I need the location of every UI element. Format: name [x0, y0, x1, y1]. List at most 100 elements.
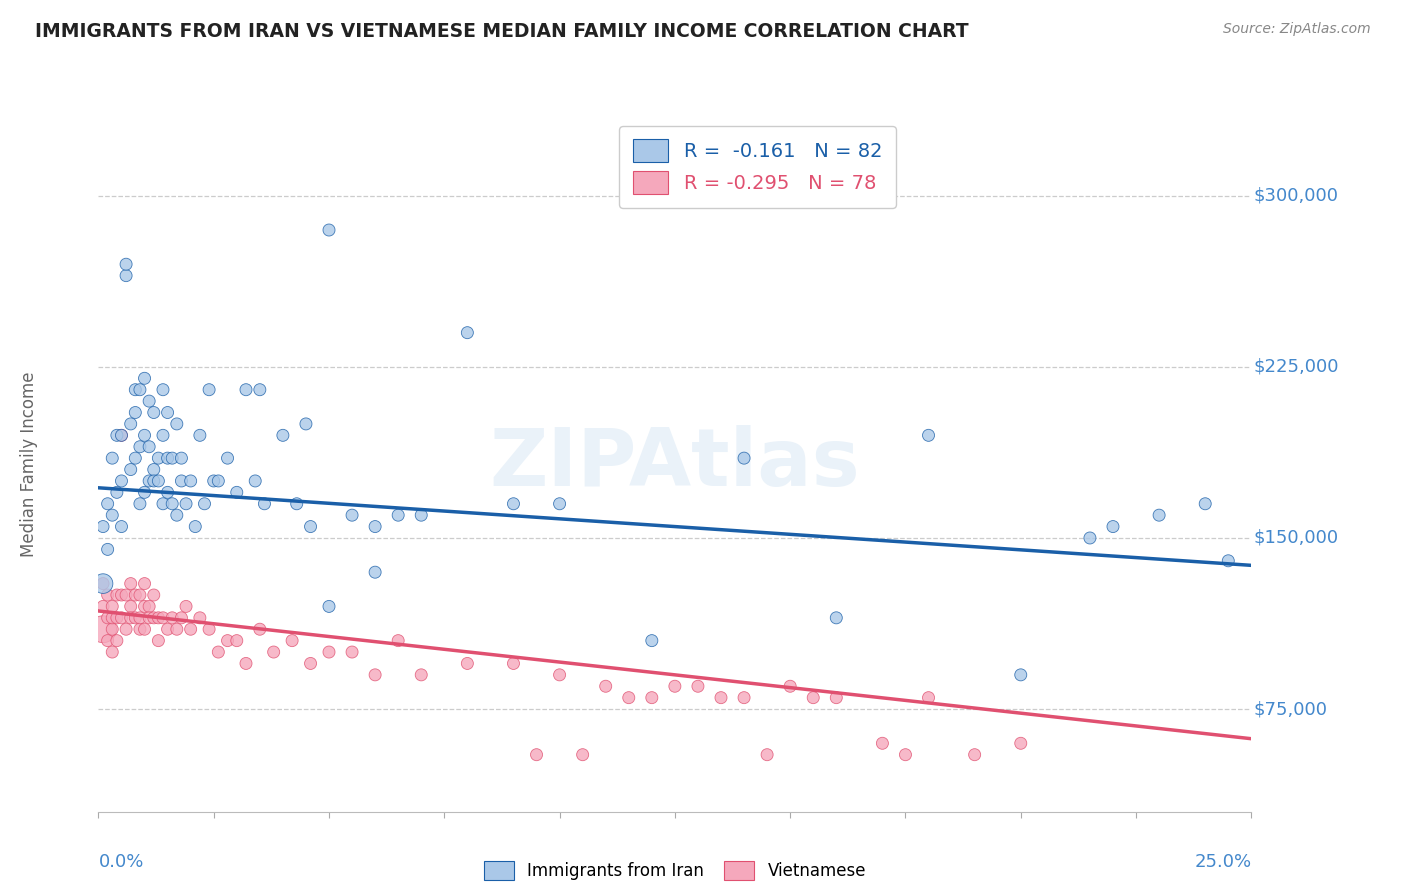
- Point: [115, 257, 138, 271]
- Point: [285, 497, 308, 511]
- Point: [110, 428, 132, 442]
- Point: [170, 474, 193, 488]
- Point: [170, 451, 193, 466]
- Point: [318, 599, 340, 614]
- Point: [152, 497, 174, 511]
- Point: [198, 383, 221, 397]
- Point: [91, 576, 114, 591]
- Text: 0.0%: 0.0%: [98, 854, 143, 871]
- Point: [134, 428, 156, 442]
- Point: [963, 747, 986, 762]
- Point: [91, 622, 114, 636]
- Point: [1010, 668, 1032, 682]
- Point: [120, 599, 142, 614]
- Point: [872, 736, 894, 750]
- Point: [105, 611, 128, 625]
- Point: [779, 679, 801, 693]
- Point: [142, 474, 165, 488]
- Point: [617, 690, 640, 705]
- Point: [548, 497, 571, 511]
- Point: [733, 451, 755, 466]
- Point: [138, 611, 160, 625]
- Point: [198, 622, 221, 636]
- Point: [129, 383, 152, 397]
- Point: [686, 679, 709, 693]
- Point: [166, 508, 188, 523]
- Point: [134, 371, 156, 385]
- Point: [1010, 736, 1032, 750]
- Point: [340, 508, 363, 523]
- Point: [456, 657, 478, 671]
- Point: [129, 497, 152, 511]
- Point: [134, 622, 156, 636]
- Point: [105, 428, 128, 442]
- Point: [641, 633, 664, 648]
- Point: [217, 633, 239, 648]
- Point: [105, 588, 128, 602]
- Point: [129, 588, 152, 602]
- Point: [120, 462, 142, 476]
- Text: 25.0%: 25.0%: [1194, 854, 1251, 871]
- Point: [134, 599, 156, 614]
- Point: [156, 405, 179, 419]
- Text: Median Family Income: Median Family Income: [20, 371, 38, 557]
- Point: [253, 497, 276, 511]
- Point: [156, 485, 179, 500]
- Point: [225, 633, 247, 648]
- Point: [387, 633, 409, 648]
- Point: [894, 747, 917, 762]
- Point: [756, 747, 779, 762]
- Point: [271, 428, 294, 442]
- Point: [188, 428, 211, 442]
- Point: [825, 690, 848, 705]
- Point: [1078, 531, 1101, 545]
- Point: [124, 383, 146, 397]
- Point: [152, 428, 174, 442]
- Point: [110, 474, 132, 488]
- Point: [641, 690, 664, 705]
- Point: [364, 668, 387, 682]
- Point: [710, 690, 733, 705]
- Point: [101, 451, 124, 466]
- Point: [134, 485, 156, 500]
- Point: [364, 565, 387, 579]
- Text: $300,000: $300,000: [1254, 186, 1339, 205]
- Text: ZIPAtlas: ZIPAtlas: [489, 425, 860, 503]
- Point: [281, 633, 304, 648]
- Point: [142, 405, 165, 419]
- Point: [105, 485, 128, 500]
- Text: IMMIGRANTS FROM IRAN VS VIETNAMESE MEDIAN FAMILY INCOME CORRELATION CHART: IMMIGRANTS FROM IRAN VS VIETNAMESE MEDIA…: [35, 22, 969, 41]
- Point: [202, 474, 225, 488]
- Text: Source: ZipAtlas.com: Source: ZipAtlas.com: [1223, 22, 1371, 37]
- Point: [299, 519, 322, 533]
- Legend: Immigrants from Iran, Vietnamese: Immigrants from Iran, Vietnamese: [477, 855, 873, 887]
- Point: [129, 622, 152, 636]
- Point: [101, 645, 124, 659]
- Point: [142, 462, 165, 476]
- Point: [148, 633, 170, 648]
- Point: [97, 611, 120, 625]
- Point: [340, 645, 363, 659]
- Point: [115, 268, 138, 283]
- Point: [917, 428, 939, 442]
- Point: [124, 588, 146, 602]
- Point: [801, 690, 824, 705]
- Point: [225, 485, 247, 500]
- Point: [120, 417, 142, 431]
- Point: [387, 508, 409, 523]
- Point: [91, 599, 114, 614]
- Point: [97, 588, 120, 602]
- Point: [207, 645, 229, 659]
- Point: [193, 497, 215, 511]
- Point: [249, 383, 271, 397]
- Point: [299, 657, 322, 671]
- Point: [91, 519, 114, 533]
- Point: [138, 474, 160, 488]
- Point: [97, 542, 120, 557]
- Point: [124, 611, 146, 625]
- Point: [1102, 519, 1125, 533]
- Point: [160, 611, 183, 625]
- Point: [1194, 497, 1216, 511]
- Point: [295, 417, 318, 431]
- Point: [825, 611, 848, 625]
